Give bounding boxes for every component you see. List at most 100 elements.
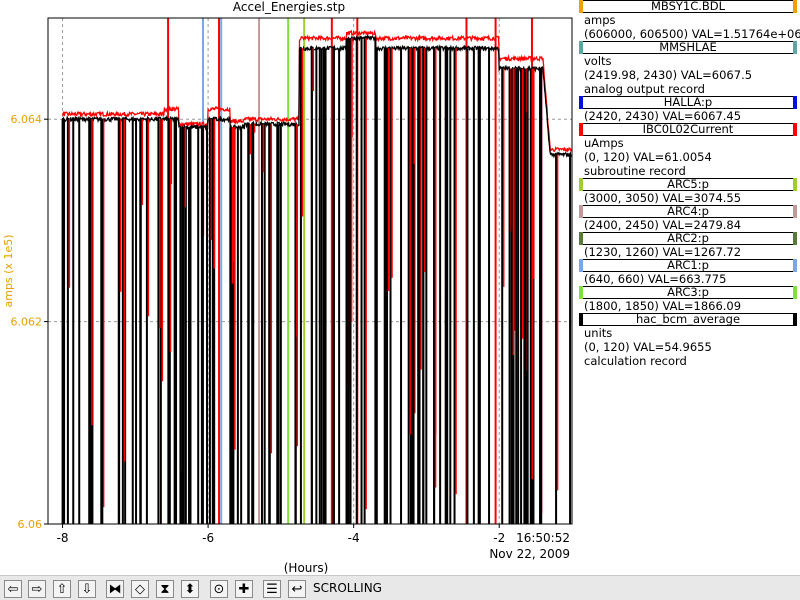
channel-info: analog output record: [584, 82, 705, 96]
arrow-up-icon: ⇧: [56, 581, 68, 597]
legend-channel-button[interactable]: ARC3:p: [579, 286, 797, 299]
legend-entry[interactable]: ARC2:p (1230, 1260) VAL=1267.72: [577, 232, 800, 259]
color-swatch: [793, 123, 797, 136]
channel-name: ARC4:p: [667, 204, 709, 218]
channel-info: (2420, 2430) VAL=6067.45: [584, 109, 742, 123]
legend-channel-button[interactable]: ARC4:p: [579, 205, 797, 218]
channel-info: (1800, 1850) VAL=1866.09: [584, 299, 742, 313]
strip-chart[interactable]: 6.06 6.062 6.064 amps (x 1e5) -8 -6 -4 -2 16:50:…: [0, 0, 578, 575]
stack-icon: ☰: [266, 581, 278, 597]
pan-up-button[interactable]: ⇧: [53, 580, 71, 598]
x-tick-label: -8: [57, 531, 69, 545]
pan-down-button[interactable]: ⇩: [78, 580, 96, 598]
legend-entry[interactable]: ARC1:p (640, 660) VAL=663.775: [577, 259, 800, 286]
legend-channel-button[interactable]: ARC1:p: [579, 259, 797, 272]
y-tick-label: 6.06: [18, 518, 43, 531]
legend-entry[interactable]: MMSHLAE volts (2419.98, 2430) VAL=6067.5 an…: [577, 41, 800, 96]
color-swatch: [579, 232, 583, 245]
channel-name: MBSY1C.BDL: [650, 0, 726, 13]
channel-name: ARC1:p: [667, 258, 709, 272]
channel-info: subroutine record: [584, 164, 686, 178]
color-swatch: [793, 41, 797, 54]
arrow-down-icon: ⇩: [81, 581, 93, 597]
channel-info: (3000, 3050) VAL=3074.55: [584, 191, 742, 205]
channel-info: (1230, 1260) VAL=1267.72: [584, 245, 742, 259]
x-tick-label: -2: [493, 531, 505, 545]
zoom-x-in-icon: ⧓: [108, 581, 122, 597]
legend-channel-button[interactable]: MMSHLAE: [579, 41, 797, 54]
channel-info: (0, 120) VAL=61.0054: [584, 150, 712, 164]
legend-channel-button[interactable]: hac_bcm_average: [579, 313, 797, 326]
channel-name: MMSHLAE: [659, 40, 717, 54]
legend-entry[interactable]: IBC0L02Current uAmps (0, 120) VAL=61.0054 s…: [577, 123, 800, 178]
arrow-left-icon: ⇦: [7, 581, 19, 597]
zoom-y-in-button[interactable]: ⧗: [156, 580, 174, 598]
zoom-x-out-icon: ◇: [135, 581, 145, 597]
crosshair-icon: ✚: [238, 581, 250, 597]
zoom-x-in-button[interactable]: ⧓: [106, 580, 124, 598]
color-swatch: [579, 0, 583, 13]
arrow-right-icon: ⇨: [31, 581, 43, 597]
color-swatch: [793, 178, 797, 191]
channel-info: uAmps: [584, 136, 624, 150]
legend-channel-button[interactable]: ARC5:p: [579, 178, 797, 191]
undo-zoom-button[interactable]: ↩: [288, 580, 306, 598]
channel-name: HALLA:p: [663, 95, 713, 109]
channel-info: (640, 660) VAL=663.775: [584, 272, 727, 286]
status-text: SCROLLING: [313, 581, 382, 595]
legend-entry[interactable]: ARC4:p (2400, 2450) VAL=2479.84: [577, 205, 800, 232]
color-swatch: [579, 286, 583, 299]
legend-channel-button[interactable]: ARC2:p: [579, 232, 797, 245]
series-line-MBSY1C.BDL: [61, 29, 573, 153]
channel-name: ARC3:p: [667, 285, 709, 299]
end-date-label: Nov 22, 2009: [489, 547, 570, 561]
undo-icon: ↩: [291, 581, 303, 597]
color-swatch: [579, 178, 583, 191]
legend-entry[interactable]: ARC5:p (3000, 3050) VAL=3074.55: [577, 178, 800, 205]
channel-info: units: [584, 326, 613, 340]
crosshair-button[interactable]: ✚: [235, 580, 253, 598]
color-swatch: [579, 313, 583, 326]
x-tick-label: -6: [202, 531, 214, 545]
circle-icon: ⊙: [213, 581, 225, 597]
channel-name: hac_bcm_average: [635, 312, 741, 326]
channel-name: ARC2:p: [667, 231, 709, 245]
stack-button[interactable]: ☰: [263, 580, 281, 598]
x-tick-label: -4: [348, 531, 360, 545]
color-swatch: [793, 205, 797, 218]
channel-info: (606000, 606500) VAL=1.51764e+06: [584, 27, 800, 41]
zoom-y-out-icon: ⬍: [184, 581, 196, 597]
x-axis-label: (Hours): [284, 561, 329, 575]
legend-channel-button[interactable]: IBC0L02Current: [579, 123, 797, 136]
channel-info: amps: [584, 13, 616, 27]
color-swatch: [579, 96, 583, 109]
color-swatch: [793, 0, 797, 13]
plot-frame: [47, 17, 573, 525]
legend-channel-button[interactable]: HALLA:p: [579, 96, 797, 109]
color-swatch: [793, 232, 797, 245]
channel-info: calculation record: [584, 354, 687, 368]
legend-panel: MBSY1C.BDL amps (606000, 606500) VAL=1.517…: [577, 0, 800, 570]
legend-entry[interactable]: hac_bcm_average units (0, 120) VAL=54.9655…: [577, 313, 800, 368]
zoom-y-out-button[interactable]: ⬍: [181, 580, 199, 598]
auto-scale-button[interactable]: ⊙: [210, 580, 228, 598]
legend-entry[interactable]: HALLA:p (2420, 2430) VAL=6067.45: [577, 96, 800, 123]
legend-channel-button[interactable]: MBSY1C.BDL: [579, 0, 797, 13]
channel-info: (2419.98, 2430) VAL=6067.5: [584, 68, 753, 82]
channel-info: volts: [584, 54, 612, 68]
y-axis-label: amps (x 1e5): [2, 234, 15, 307]
y-tick-label: 6.062: [11, 316, 43, 329]
color-swatch: [793, 286, 797, 299]
color-swatch: [579, 41, 583, 54]
legend-entry[interactable]: MBSY1C.BDL amps (606000, 606500) VAL=1.517…: [577, 0, 800, 41]
color-swatch: [579, 205, 583, 218]
color-swatch: [579, 123, 583, 136]
legend-entry[interactable]: ARC3:p (1800, 1850) VAL=1866.09: [577, 286, 800, 313]
channel-name: IBC0L02Current: [642, 122, 734, 136]
color-swatch: [793, 259, 797, 272]
zoom-x-out-button[interactable]: ◇: [131, 580, 149, 598]
color-swatch: [579, 259, 583, 272]
plot-title: Accel_Energies.stp: [232, 0, 346, 14]
pan-left-button[interactable]: ⇦: [4, 580, 22, 598]
pan-right-button[interactable]: ⇨: [28, 580, 46, 598]
